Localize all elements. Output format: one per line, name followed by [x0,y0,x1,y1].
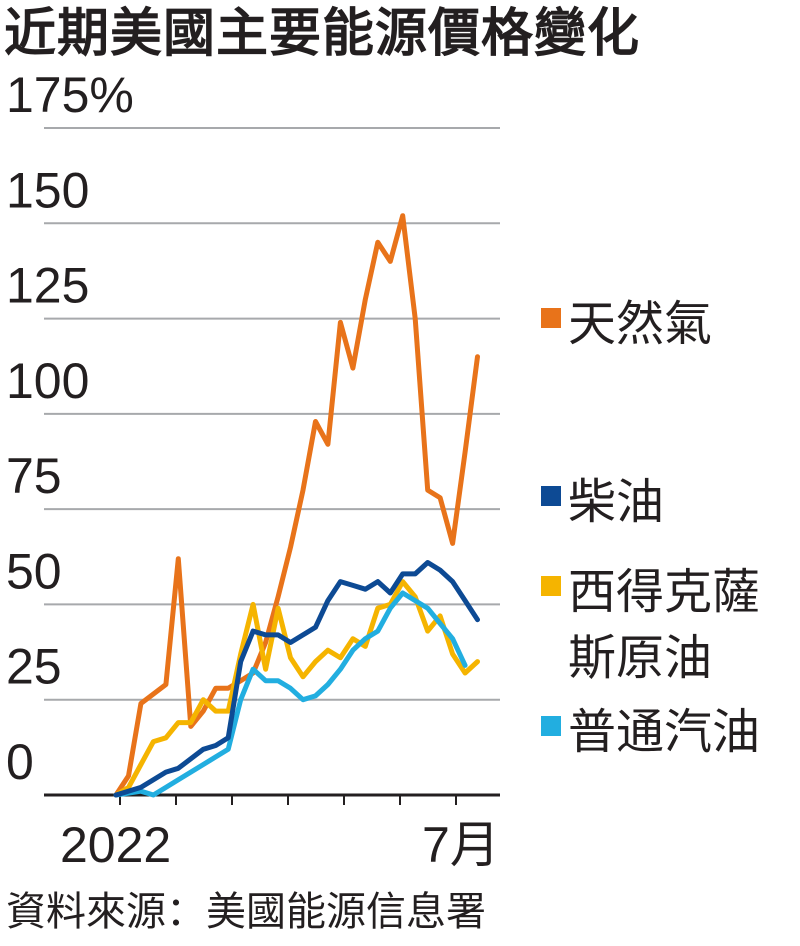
series-line-wti [113,579,480,798]
y-tick-label-175: 175% [6,67,134,123]
y-tick-label-150: 150 [6,162,89,218]
y-tick-label-100: 100 [6,353,89,409]
source-note: 資料來源：美國能源信息署 [6,889,486,935]
legend-label-diesel: 柴油 [568,474,664,530]
series-line-natural_gas [113,213,480,798]
y-tick-label-25: 25 [6,639,62,695]
legend-label-wti: 西得克薩 [568,564,760,620]
legend-swatch-gasoline [541,716,561,736]
y-tick-label-125: 125 [6,258,89,314]
series-lines [113,213,480,798]
legend-swatch-wti [541,576,561,596]
gridlines [44,127,500,701]
y-tick-label-75: 75 [6,448,62,504]
legend-swatch-natural_gas [541,308,561,328]
legend-label-natural_gas: 天然氣 [568,296,712,352]
x-axis: 2022 7月 [44,793,500,873]
chart-title: 近期美國主要能源價格變化 [4,4,641,64]
x-label-july: 7月 [422,817,500,873]
series-line-gasoline [113,590,468,798]
y-tick-label-50: 50 [6,543,62,599]
x-label-2022: 2022 [60,817,171,873]
legend-swatch-diesel [541,486,561,506]
legend-label-gasoline: 普通汽油 [568,704,760,760]
y-tick-label-0: 0 [6,734,34,790]
series-line-diesel [113,560,480,798]
y-tick-labels: 0 25 50 75 100 125 150 175% [6,67,134,790]
legend-label-wti-1: 斯原油 [568,630,712,686]
